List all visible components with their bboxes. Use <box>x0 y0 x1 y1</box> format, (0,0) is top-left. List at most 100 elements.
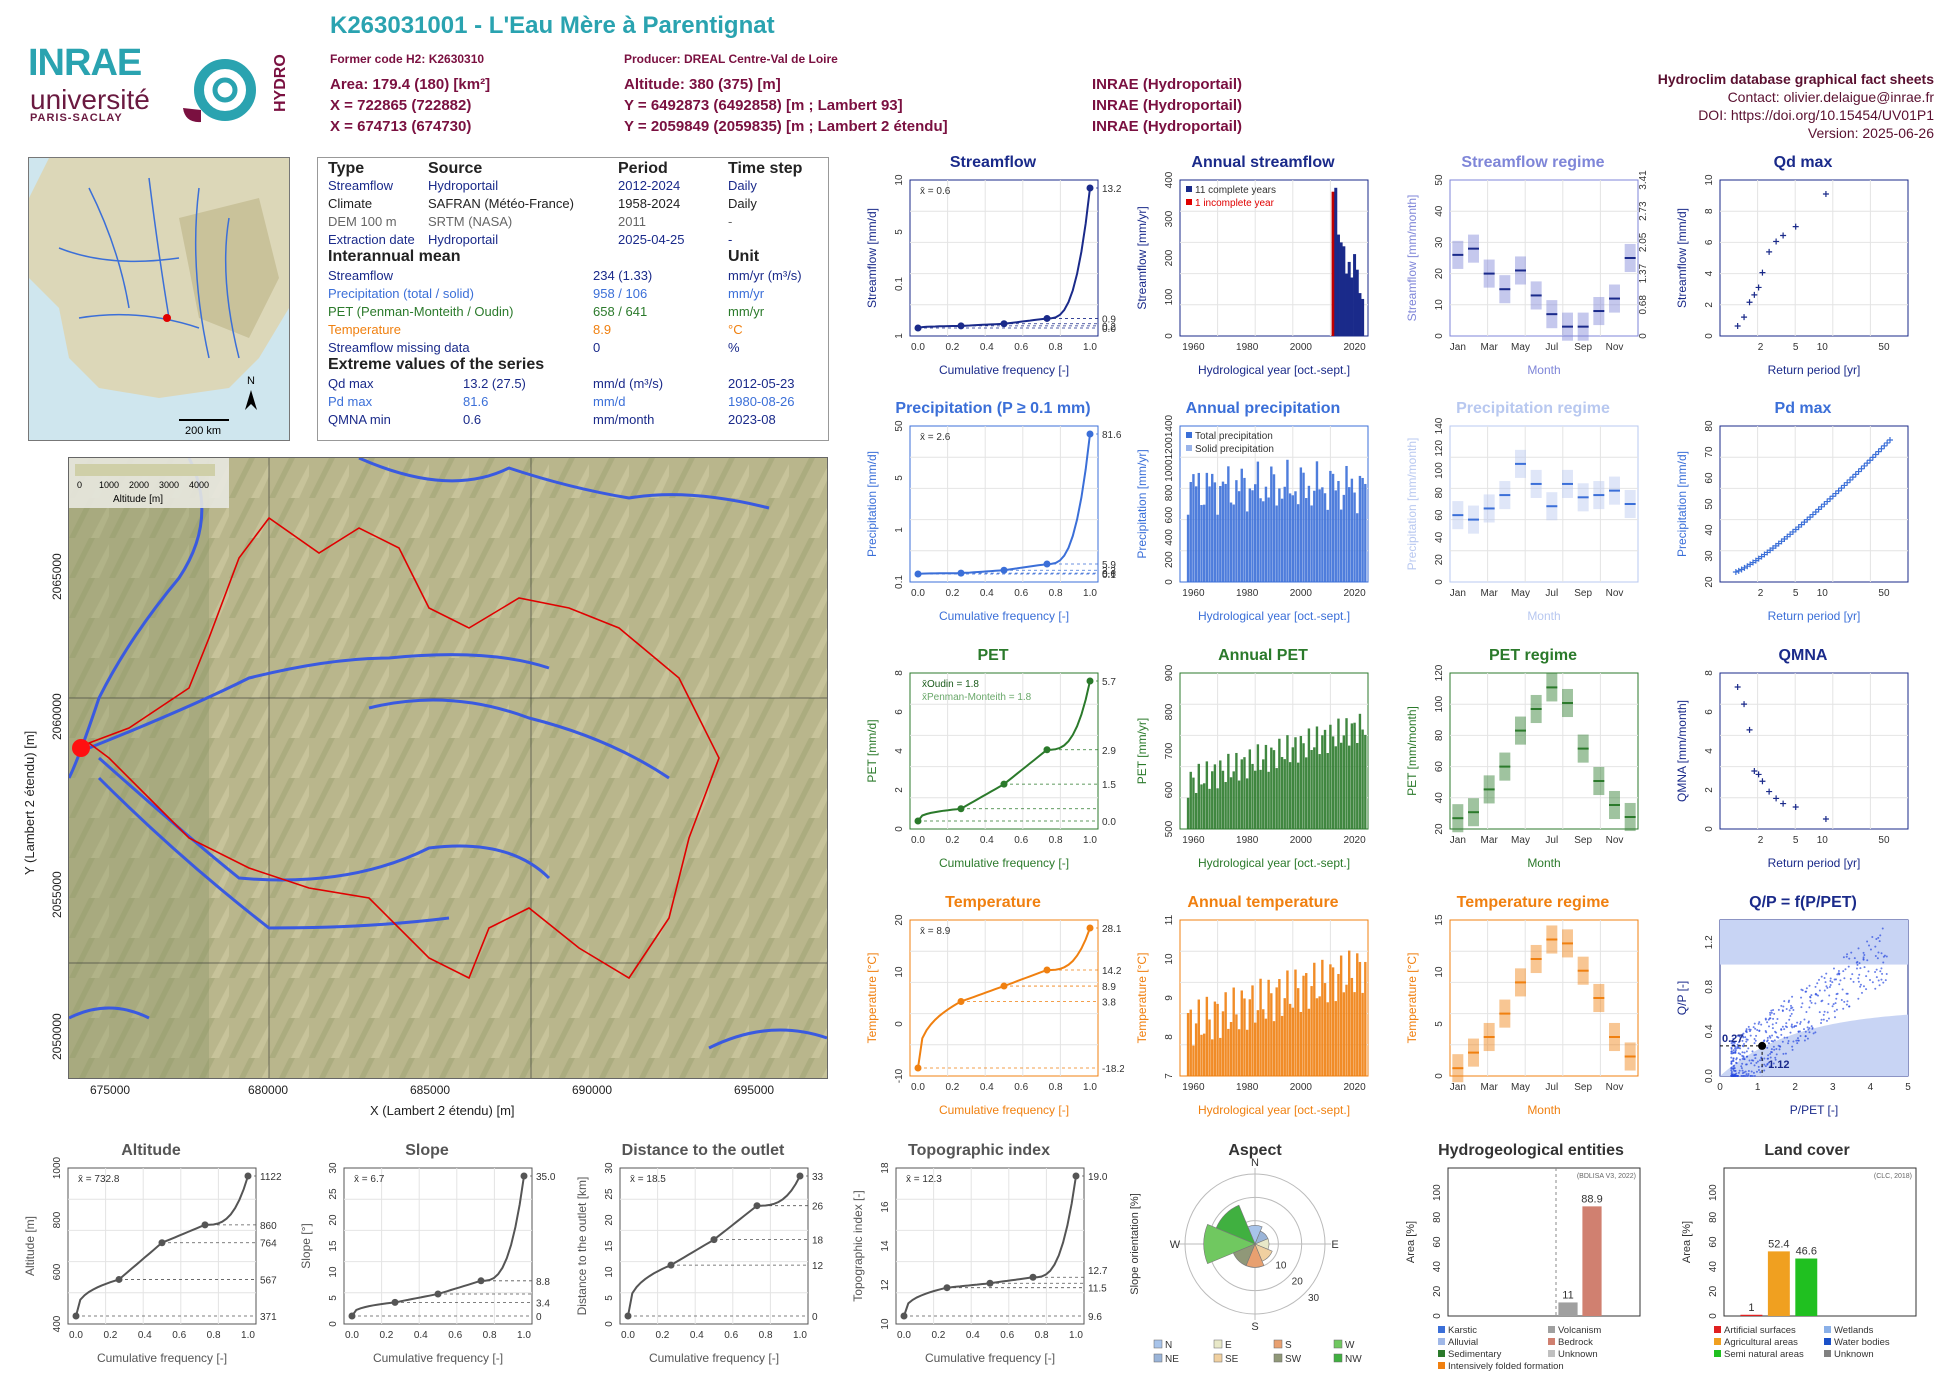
qmna-chart: QMNA Return period [yr] QMNA [mm/month] 0 2 4… <box>1672 645 1934 883</box>
x-axis-label: Cumulative frequency [-] <box>925 1351 1055 1365</box>
annual-bar <box>1262 759 1265 829</box>
outlet-marker <box>72 739 90 757</box>
x-tick-label: 1.0 <box>1069 1330 1083 1341</box>
qp-point <box>1885 972 1888 975</box>
x-tick-label: 5 <box>1793 588 1799 599</box>
france-location-map: 200 km N <box>28 157 290 441</box>
plot-frame <box>1449 919 1639 1077</box>
qp-point <box>1752 1026 1755 1029</box>
x-axis-label: Cumulative frequency [-] <box>939 1103 1069 1117</box>
x-axis-label: P/PET [-] <box>1790 1103 1838 1117</box>
plot-frame <box>1719 425 1909 583</box>
qp-point <box>1809 999 1812 1002</box>
x-tick-label: 0.4 <box>980 835 994 846</box>
qp-point <box>1881 972 1884 975</box>
qp-point <box>1806 1037 1809 1040</box>
qp-point <box>1763 1063 1766 1066</box>
bar-value-label: 88.9 <box>1581 1193 1602 1205</box>
qp-point <box>1791 1048 1794 1051</box>
y-tick-label: 200 <box>1164 249 1175 266</box>
qp-point <box>1745 1050 1748 1053</box>
catchment-boundary <box>87 516 720 980</box>
qp-point <box>1866 940 1869 943</box>
qp-point <box>1880 952 1883 955</box>
qp-point <box>1758 1029 1761 1032</box>
annual-bar <box>1278 979 1281 1076</box>
y-tick-label: 0.1 <box>894 575 905 589</box>
chart-title: PET <box>977 647 1009 664</box>
qp-point <box>1871 981 1874 984</box>
qp-point <box>1770 1009 1773 1012</box>
plot-frame <box>1449 179 1639 337</box>
annual-bar <box>1194 1023 1198 1076</box>
qp-point <box>1790 1004 1793 1007</box>
x-tick-label: 0.6 <box>448 1330 462 1341</box>
qp-point <box>1846 992 1849 995</box>
qp-point <box>1772 1017 1775 1020</box>
annual-bar <box>1237 491 1241 582</box>
extreme-unit: mm/d <box>593 394 626 409</box>
q-gt-p-zone <box>1720 920 1908 965</box>
x-axis-label: Month <box>1527 363 1560 377</box>
y-tick-label: 20 <box>1432 1285 1443 1297</box>
y-tick-label: 11 <box>1164 914 1175 925</box>
budyko-zone <box>1720 1014 1908 1076</box>
interannual-title: Interannual mean <box>328 248 461 265</box>
qp-point <box>1764 1029 1767 1032</box>
qp-point <box>1791 995 1794 998</box>
qp-point <box>1739 1058 1742 1061</box>
qp-point <box>1763 1069 1766 1072</box>
qp-point <box>1783 1036 1786 1039</box>
qp-point <box>1791 1045 1794 1048</box>
qp-point <box>1788 1018 1791 1021</box>
qp-point <box>1763 1057 1766 1060</box>
mean-unit: °C <box>728 322 743 337</box>
annual-bar <box>1288 762 1292 829</box>
x-tick-label: 5 <box>1905 1082 1911 1093</box>
annual-bar <box>1286 459 1289 582</box>
x-axis-label: Cumulative frequency [-] <box>939 363 1069 377</box>
compass-label: E <box>1331 1239 1338 1251</box>
qp-point <box>1744 1070 1747 1073</box>
qp-point <box>1764 1065 1767 1068</box>
map-xtick: 685000 <box>410 1083 451 1097</box>
qp-point <box>1812 1032 1815 1035</box>
qp-point <box>1750 1070 1753 1073</box>
annual-bar <box>1315 461 1319 582</box>
legend-label: Artificial surfaces <box>1724 1325 1796 1336</box>
annual-bar <box>1358 713 1362 829</box>
chart-title: Q/P = f(P/PET) <box>1749 894 1857 911</box>
y-axis-label: Streamflow [mm/month] <box>1405 195 1419 322</box>
streamflow-chart: Streamflow Cumulative frequency [-] Stream… <box>862 152 1124 390</box>
plot-frame <box>1723 1167 1917 1317</box>
qp-point <box>1775 1053 1778 1056</box>
qp-point <box>1865 988 1868 991</box>
return-period-point <box>1869 454 1876 461</box>
annual-bar <box>1275 505 1278 582</box>
plot-frame <box>1449 672 1639 830</box>
y-tick-label: 50 <box>894 420 905 432</box>
qp-point <box>1730 1062 1733 1065</box>
return-period-point <box>1766 248 1773 255</box>
qp-point <box>1868 944 1871 947</box>
qp-point <box>1769 1065 1772 1068</box>
plot-frame <box>909 672 1099 830</box>
y-tick-label: 0 <box>1164 333 1175 339</box>
annual-bar <box>1219 486 1222 582</box>
aspect-sector <box>1203 1223 1256 1265</box>
qp-point <box>1798 1030 1801 1033</box>
return-period-point <box>1861 462 1868 469</box>
x-tick-label: 0.0 <box>911 342 925 353</box>
minimap-svg: 200 km N <box>29 158 289 440</box>
y-tick-label: 0 <box>894 826 905 832</box>
legend-swatch <box>1186 445 1192 451</box>
chart-title: Temperature regime <box>1456 894 1610 911</box>
qp-point <box>1825 972 1828 975</box>
qp-point <box>1781 1040 1784 1043</box>
x-tick-label: 1.0 <box>1083 342 1097 353</box>
annual-bar <box>1361 992 1364 1076</box>
annual-bar <box>1189 771 1192 829</box>
qp-point <box>1875 938 1878 941</box>
x-tick-label: Sep <box>1574 1082 1592 1093</box>
qp-point <box>1790 1012 1793 1015</box>
